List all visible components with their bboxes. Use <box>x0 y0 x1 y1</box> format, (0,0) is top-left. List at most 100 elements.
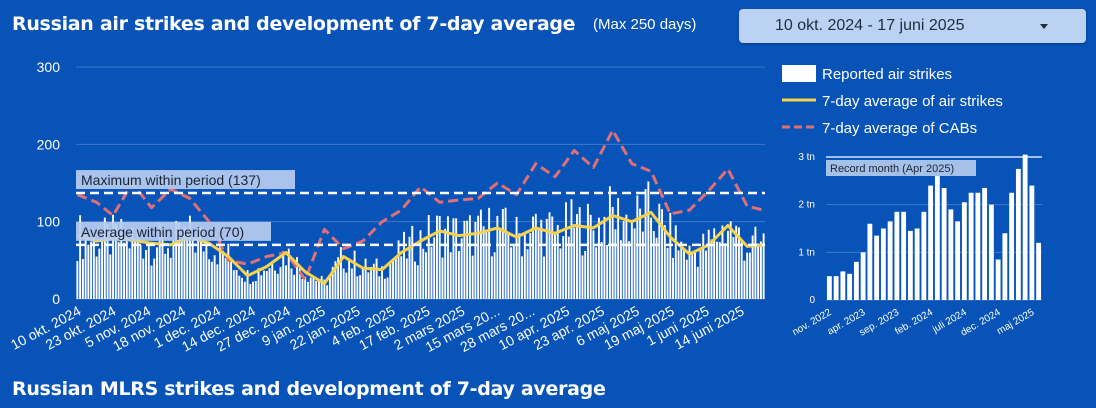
bar <box>90 241 93 299</box>
inset-bar <box>934 176 940 300</box>
inset-monthly-chart: 0 1 tn 2 tn 3 tn Record month (Apr 2025) nov.… <box>791 152 1042 339</box>
bar <box>523 232 526 299</box>
bar <box>381 266 384 299</box>
bar <box>219 238 222 299</box>
bar <box>721 225 724 299</box>
bar <box>263 270 265 299</box>
bar <box>512 244 515 299</box>
bar <box>554 233 556 299</box>
bar <box>265 270 268 299</box>
bar <box>482 226 485 299</box>
bar <box>545 218 548 299</box>
bar <box>317 281 320 299</box>
chart-subtitle: (Max 250 days) <box>593 16 697 33</box>
bar <box>95 256 98 299</box>
bar <box>383 278 386 299</box>
inset-bar <box>907 230 913 300</box>
bar <box>729 221 732 299</box>
inset-bar <box>887 221 893 300</box>
bar <box>622 221 625 299</box>
caret-down-icon <box>1040 24 1048 29</box>
bar <box>666 247 669 299</box>
bar <box>84 235 87 299</box>
bar <box>696 266 699 299</box>
bar <box>389 262 392 299</box>
bar <box>296 257 298 299</box>
section2-title: Russian MLRS strikes and development of … <box>12 378 606 400</box>
bar <box>364 258 367 299</box>
bar <box>751 235 754 299</box>
bar <box>468 215 471 299</box>
bar <box>669 212 672 299</box>
bar <box>254 281 257 299</box>
bar <box>652 231 655 299</box>
bar <box>419 230 422 299</box>
bar <box>617 198 620 299</box>
bar <box>436 215 438 299</box>
bar <box>348 260 351 299</box>
bar <box>537 228 540 299</box>
bar <box>570 199 573 299</box>
cab-average-line <box>76 128 764 282</box>
bar <box>191 240 194 299</box>
bar <box>515 216 518 299</box>
bar <box>430 246 433 299</box>
reference-label-box <box>76 170 295 190</box>
bar <box>507 231 510 299</box>
bar <box>471 255 474 299</box>
bar <box>597 217 600 299</box>
bar <box>361 268 364 299</box>
bar <box>158 222 161 299</box>
bar <box>101 238 104 299</box>
bar <box>125 232 128 299</box>
chart-title: Russian air strikes and development of 7… <box>12 13 576 35</box>
bar <box>153 258 156 299</box>
bar <box>606 244 609 299</box>
bar <box>312 277 315 299</box>
bar <box>301 278 304 299</box>
bar <box>323 279 326 299</box>
legend-swatch-bars <box>782 65 816 82</box>
bar <box>737 227 740 299</box>
bar <box>479 209 482 299</box>
bar <box>416 265 419 299</box>
bar <box>298 268 301 299</box>
bar <box>581 255 584 299</box>
bar <box>345 272 348 299</box>
bar <box>103 217 106 299</box>
bar <box>614 229 617 299</box>
bar <box>510 247 513 299</box>
inset-bar <box>921 211 927 300</box>
date-range-dropdown[interactable]: 10 okt. 2024 - 17 juni 2025 <box>739 9 1086 43</box>
bar <box>543 256 545 299</box>
bar <box>98 248 101 299</box>
bar <box>759 241 762 299</box>
bar <box>562 236 565 299</box>
bar <box>655 237 658 299</box>
bar <box>210 261 213 299</box>
inset-bar <box>1015 168 1021 300</box>
bar <box>724 243 727 299</box>
bars <box>76 181 765 299</box>
bar <box>279 267 282 299</box>
bar <box>350 268 353 299</box>
bar <box>658 203 661 299</box>
bar <box>754 226 757 299</box>
bar <box>161 234 164 299</box>
bar <box>735 225 738 299</box>
bar <box>641 231 644 299</box>
bar <box>608 186 611 299</box>
bar <box>76 260 79 299</box>
bar <box>315 280 318 299</box>
bar <box>326 285 329 299</box>
bar <box>633 228 636 299</box>
bar <box>243 281 246 299</box>
bar <box>691 253 694 299</box>
bar <box>92 234 95 299</box>
bar <box>249 283 252 299</box>
bar <box>276 273 279 299</box>
bar <box>493 252 496 299</box>
legend-label: Reported air strikes <box>822 66 952 83</box>
bar <box>488 207 491 299</box>
